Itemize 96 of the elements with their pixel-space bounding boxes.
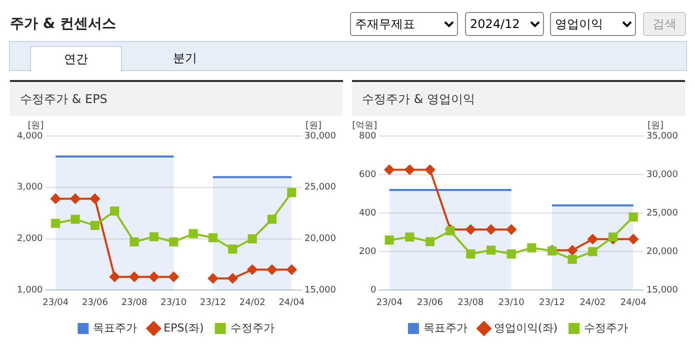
y-tick-label: 0	[370, 286, 376, 296]
point	[267, 264, 277, 275]
y2-tick-label: 30,000	[304, 131, 336, 142]
chart-title: 수정주가 & 영업이익	[352, 80, 685, 116]
text: 검색	[643, 12, 686, 36]
text: 연간	[30, 46, 122, 72]
text: 분기	[172, 50, 198, 67]
point	[384, 164, 394, 175]
text: 주가 & 컨센서스	[10, 15, 116, 33]
point	[148, 272, 159, 282]
y-tick-label: 1,000	[17, 286, 44, 296]
y-tick-label: 800	[358, 131, 376, 142]
point	[208, 233, 218, 242]
point	[90, 220, 100, 230]
point	[486, 224, 496, 234]
x-tick-label: 24/02	[580, 298, 606, 308]
x-tick-label: 24/04	[620, 298, 647, 308]
point	[568, 254, 577, 264]
point	[405, 232, 414, 242]
point	[228, 273, 238, 284]
point	[90, 194, 100, 204]
y2-axis-title: [원]	[648, 120, 664, 131]
y-tick-label: 3,000	[17, 182, 44, 193]
x-tick-label: 23/04	[42, 298, 69, 308]
text: 2024/12	[465, 12, 544, 36]
y-tick-label: 400	[358, 208, 376, 218]
y-axis-title: [원]	[28, 120, 44, 131]
y2-tick-label: 25,000	[304, 182, 336, 193]
legend-label: 수정주가	[230, 321, 274, 334]
point	[506, 224, 516, 234]
point	[404, 164, 415, 175]
point	[628, 234, 638, 244]
legend-label: 영업이익(좌)	[494, 321, 558, 334]
y2-tick-label: 15,000	[646, 286, 678, 296]
point	[129, 272, 140, 282]
legend-label: 목표주가	[93, 321, 138, 334]
point	[168, 272, 179, 282]
point	[527, 243, 536, 252]
x-tick-label: 23/10	[160, 298, 187, 308]
point	[286, 264, 297, 275]
point	[51, 218, 60, 228]
legend-label: 목표주가	[423, 321, 468, 334]
y2-tick-label: 20,000	[646, 246, 678, 257]
y-tick-label: 4,000	[17, 131, 44, 142]
text: 주재무제표	[350, 12, 458, 36]
legend-label: 수정주가	[584, 321, 628, 334]
y2-tick-label: 20,000	[304, 234, 336, 244]
point	[110, 206, 120, 216]
text: 영업이익	[550, 12, 636, 36]
point	[486, 246, 496, 255]
x-tick-label: 23/04	[376, 298, 403, 308]
y-axis-title: [억원]	[352, 120, 378, 131]
point	[466, 249, 476, 258]
point	[567, 245, 578, 256]
x-tick-label: 23/06	[82, 298, 108, 308]
x-tick-label: 24/04	[278, 298, 305, 308]
y2-axis-title: [원]	[306, 120, 322, 131]
x-tick-label: 24/02	[239, 298, 266, 308]
y-tick-label: 2,000	[17, 234, 44, 244]
point	[248, 234, 257, 244]
y-tick-label: 600	[358, 170, 376, 180]
point	[110, 272, 120, 282]
x-tick-label: 23/10	[498, 298, 525, 308]
y2-tick-label: 35,000	[646, 131, 678, 142]
point	[70, 214, 80, 224]
point	[149, 232, 158, 242]
chart-title: 수정주가 & EPS	[10, 80, 343, 116]
x-tick-label: 23/12	[200, 298, 226, 308]
point	[130, 237, 139, 246]
y2-tick-label: 30,000	[646, 170, 678, 180]
point	[169, 237, 178, 246]
legend-label: EPS(좌)	[164, 321, 204, 334]
point	[267, 214, 277, 224]
point	[188, 229, 198, 238]
x-tick-label: 23/08	[458, 298, 484, 308]
point	[208, 273, 218, 284]
y2-tick-label: 25,000	[646, 208, 678, 218]
x-tick-label: 23/06	[417, 298, 444, 308]
x-tick-label: 23/12	[539, 298, 565, 308]
point	[506, 249, 516, 258]
point	[608, 232, 618, 242]
point	[228, 244, 238, 254]
point	[70, 194, 80, 204]
y-tick-label: 200	[358, 246, 376, 257]
point	[247, 264, 258, 275]
y2-tick-label: 15,000	[304, 286, 336, 296]
point	[384, 236, 394, 245]
point	[588, 247, 598, 256]
point	[628, 212, 638, 222]
point	[588, 234, 598, 244]
point	[287, 188, 296, 198]
point	[466, 224, 476, 234]
point	[425, 237, 435, 246]
x-tick-label: 23/08	[121, 298, 148, 308]
point	[425, 164, 436, 175]
point	[50, 194, 61, 204]
